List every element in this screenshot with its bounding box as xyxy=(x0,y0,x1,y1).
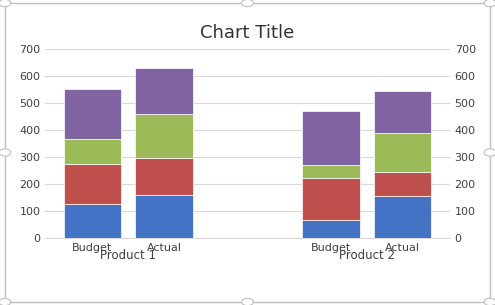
Text: Chart Title: Chart Title xyxy=(200,24,295,42)
Bar xyxy=(64,163,121,204)
Bar xyxy=(302,111,360,165)
Text: Product 2: Product 2 xyxy=(339,249,395,262)
Bar xyxy=(374,133,431,172)
Bar xyxy=(302,178,360,220)
Bar xyxy=(135,195,193,238)
Bar xyxy=(64,89,121,139)
Bar xyxy=(302,165,360,178)
Bar xyxy=(135,68,193,114)
Bar xyxy=(135,114,193,158)
Bar xyxy=(64,139,121,163)
Bar xyxy=(374,91,431,133)
Bar xyxy=(135,158,193,195)
Bar xyxy=(374,172,431,196)
Text: Product 1: Product 1 xyxy=(100,249,156,262)
Bar xyxy=(302,220,360,238)
Bar xyxy=(374,196,431,238)
Bar xyxy=(64,204,121,238)
